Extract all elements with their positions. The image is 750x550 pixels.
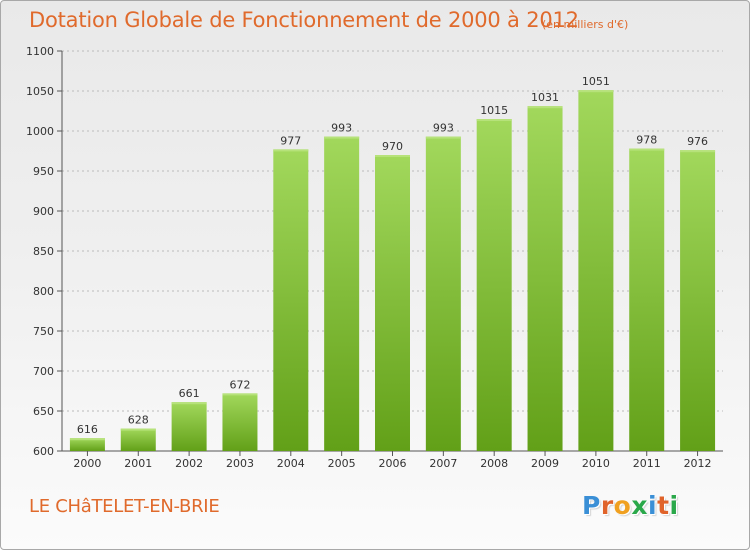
bar-highlight <box>120 428 156 431</box>
bar-highlight <box>578 90 614 93</box>
y-tick-label: 800 <box>33 285 54 298</box>
chart-unit: (en milliers d'€) <box>542 18 629 31</box>
bar-value-label: 976 <box>687 135 708 148</box>
bar[interactable] <box>222 393 258 451</box>
bar-value-label: 978 <box>636 134 657 147</box>
x-tick-label: 2004 <box>277 457 305 470</box>
x-tick-label: 2007 <box>429 457 457 470</box>
y-tick-label: 650 <box>33 405 54 418</box>
bar-highlight <box>324 136 360 139</box>
bar-layer <box>69 90 716 451</box>
label-layer: 616 628 661 672 977 993 970 993 1015 1031 1051 978 9… <box>77 75 708 436</box>
y-tick-label: 600 <box>33 445 54 458</box>
bar-highlight <box>476 119 512 121</box>
x-tick-label: 2005 <box>328 457 356 470</box>
bar[interactable] <box>680 150 716 451</box>
bar[interactable] <box>527 106 563 451</box>
y-tick-label: 900 <box>33 205 54 218</box>
bar-value-label: 1051 <box>582 75 610 88</box>
y-tick-label: 1000 <box>26 125 54 138</box>
x-tick-label: 2002 <box>175 457 203 470</box>
bar-value-label: 661 <box>179 387 200 400</box>
y-tick-label: 1050 <box>26 85 54 98</box>
bar-highlight <box>425 136 461 139</box>
bar[interactable] <box>476 119 512 451</box>
y-tick-label: 950 <box>33 165 54 178</box>
axis-layer: 600 650 700 750 800 850 900 950 1000 1050 1100 2000… <box>26 45 723 470</box>
bar-value-label: 1031 <box>531 91 559 104</box>
bar-highlight <box>69 438 105 441</box>
bar[interactable] <box>375 155 410 451</box>
bar[interactable] <box>578 90 614 451</box>
bar-highlight <box>680 150 716 153</box>
chart-title: Dotation Globale de Fonctionnement de 20… <box>29 8 579 32</box>
bar-highlight <box>375 155 410 157</box>
bar-value-label: 977 <box>280 134 301 147</box>
bar-value-label: 628 <box>128 414 149 427</box>
bar-value-label: 1015 <box>480 104 508 117</box>
bar[interactable] <box>69 438 105 451</box>
bar[interactable] <box>324 136 360 451</box>
bar[interactable] <box>425 136 461 451</box>
bar-highlight <box>527 106 563 109</box>
bar-highlight <box>222 393 258 396</box>
bar-value-label: 993 <box>433 122 454 135</box>
y-tick-label: 850 <box>33 245 54 258</box>
bar[interactable] <box>120 428 156 451</box>
y-tick-label: 1100 <box>26 45 54 58</box>
bar-highlight <box>273 149 309 152</box>
bar-value-label: 993 <box>331 122 352 135</box>
bar[interactable] <box>273 149 309 451</box>
x-tick-label: 2008 <box>480 457 508 470</box>
x-tick-label: 2010 <box>582 457 610 470</box>
bar-value-label: 672 <box>229 378 250 391</box>
bar-highlight <box>171 402 207 405</box>
bar-value-label: 616 <box>77 423 98 436</box>
commune-name: LE CHâTELET-EN-BRIE <box>29 496 220 517</box>
y-tick-label: 700 <box>33 365 54 378</box>
bar-highlight <box>629 148 665 151</box>
x-tick-label: 2001 <box>124 457 152 470</box>
y-tick-label: 750 <box>33 325 54 338</box>
x-tick-label: 2000 <box>73 457 101 470</box>
x-tick-label: 2006 <box>379 457 407 470</box>
x-tick-label: 2011 <box>633 457 661 470</box>
x-tick-label: 2009 <box>531 457 559 470</box>
bar-value-label: 970 <box>382 140 403 153</box>
bar[interactable] <box>629 148 665 451</box>
x-tick-label: 2003 <box>226 457 254 470</box>
proxiti-logo[interactable]: Proxiti <box>582 491 679 520</box>
x-tick-label: 2012 <box>684 457 712 470</box>
bar[interactable] <box>171 402 207 451</box>
